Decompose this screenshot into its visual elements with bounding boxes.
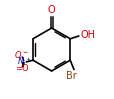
Text: OH: OH [79, 30, 94, 40]
Text: Br: Br [66, 71, 76, 81]
Text: $N^+$: $N^+$ [17, 56, 31, 67]
Text: =O: =O [15, 64, 29, 73]
Text: $O^-$: $O^-$ [14, 49, 29, 60]
Text: O: O [47, 5, 55, 15]
